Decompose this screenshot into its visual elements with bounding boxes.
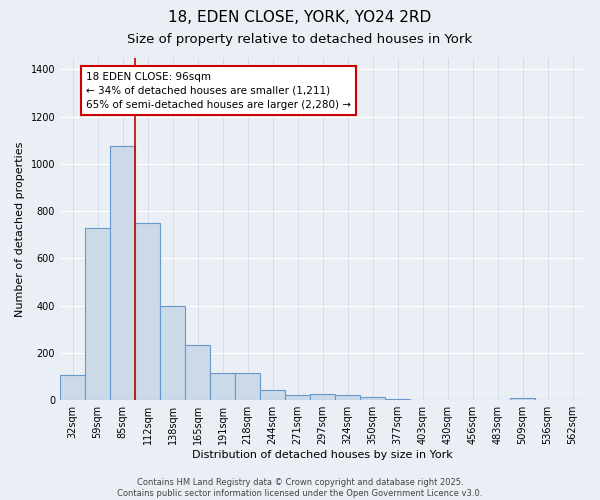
Bar xyxy=(510,398,535,400)
Y-axis label: Number of detached properties: Number of detached properties xyxy=(15,141,25,316)
Bar xyxy=(285,396,310,400)
Bar xyxy=(210,373,235,400)
Bar xyxy=(235,373,260,400)
Bar xyxy=(360,396,385,400)
Bar xyxy=(85,228,110,400)
Text: Contains HM Land Registry data © Crown copyright and database right 2025.
Contai: Contains HM Land Registry data © Crown c… xyxy=(118,478,482,498)
Bar xyxy=(60,376,85,400)
Bar xyxy=(135,223,160,400)
Text: 18, EDEN CLOSE, YORK, YO24 2RD: 18, EDEN CLOSE, YORK, YO24 2RD xyxy=(169,10,431,25)
Bar xyxy=(160,306,185,400)
Bar xyxy=(335,396,360,400)
X-axis label: Distribution of detached houses by size in York: Distribution of detached houses by size … xyxy=(192,450,453,460)
Bar xyxy=(310,394,335,400)
Bar xyxy=(110,146,135,400)
Bar xyxy=(185,344,210,400)
Bar xyxy=(260,390,285,400)
Text: 18 EDEN CLOSE: 96sqm
← 34% of detached houses are smaller (1,211)
65% of semi-de: 18 EDEN CLOSE: 96sqm ← 34% of detached h… xyxy=(86,72,351,110)
Bar xyxy=(385,399,410,400)
Text: Size of property relative to detached houses in York: Size of property relative to detached ho… xyxy=(127,32,473,46)
